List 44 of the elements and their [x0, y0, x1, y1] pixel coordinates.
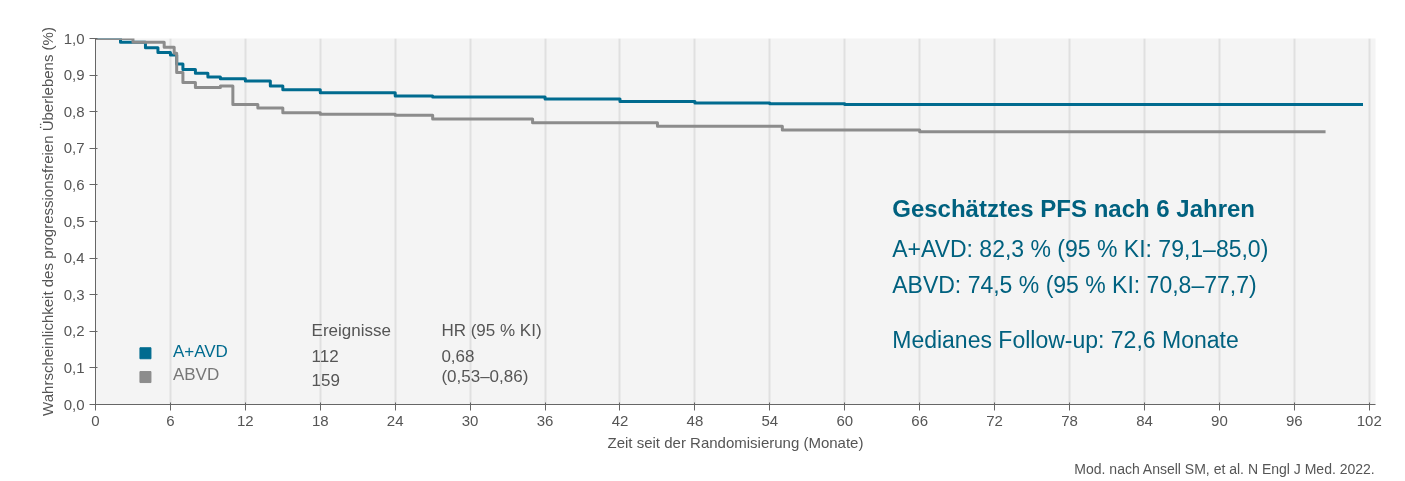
y-tick-label: 0,9 — [63, 66, 85, 84]
x-tick-label: 72 — [986, 411, 1003, 429]
annotation: ABVD: 74,5 % (95 % KI: 70,8–77,7) — [892, 272, 1257, 299]
legend-label: ABVD — [172, 365, 220, 385]
x-tick-label: 102 — [1356, 411, 1382, 429]
x-tick-label: 66 — [911, 411, 929, 429]
x-tick-label: 18 — [311, 411, 329, 429]
x-tick-label: 78 — [1061, 411, 1078, 429]
annotation: (0,53–0,86) — [441, 367, 529, 387]
x-tick-label: 48 — [686, 411, 704, 429]
x-tick-label: 30 — [461, 411, 479, 429]
x-tick-label: 90 — [1211, 411, 1228, 429]
y-tick-label: 0,5 — [63, 212, 85, 230]
annotation: A+AVD: 82,3 % (95 % KI: 79,1–85,0) — [892, 235, 1269, 262]
y-tick-label: 0,3 — [63, 285, 85, 303]
x-tick-label: 12 — [237, 411, 254, 429]
x-tick-label: 24 — [386, 411, 404, 429]
y-tick-label: 0,4 — [63, 249, 85, 267]
y-tick-label: 0,8 — [63, 102, 85, 120]
y-axis-title: Wahrscheinlichkeit des progressionsfreien Überlebens (%) — [38, 27, 56, 416]
x-tick-label: 6 — [166, 411, 175, 429]
y-tick-label: 0,7 — [63, 139, 85, 157]
y-tick-label: 0,6 — [63, 175, 85, 193]
annotation: Geschätztes PFS nach 6 Jahren — [892, 194, 1256, 222]
y-tick-label: 0,2 — [63, 322, 85, 340]
annotation: HR (95 % KI) — [441, 321, 542, 341]
y-tick-label: 0,1 — [63, 358, 85, 376]
annotation: Medianes Follow-up: 72,6 Monate — [892, 327, 1239, 354]
annotation: 159 — [311, 371, 340, 391]
annotation: 0,68 — [441, 347, 475, 367]
x-tick-label: 0 — [91, 411, 100, 429]
legend-label: A+AVD — [172, 341, 228, 361]
text: Mod. nach Ansell SM, et al. N Engl J Med. 2022. — [1074, 460, 1375, 477]
x-tick-label: 96 — [1285, 411, 1303, 429]
annotation: Ereignisse — [311, 321, 391, 341]
x-axis-title: Zeit seit der Randomisierung (Monate) — [607, 433, 864, 451]
x-tick-label: 84 — [1136, 411, 1153, 429]
x-tick-label: 60 — [836, 411, 854, 429]
y-tick-label: 0,0 — [63, 395, 85, 413]
y-tick-label: 1,0 — [63, 29, 85, 47]
x-tick-label: 42 — [611, 411, 629, 429]
x-tick-label: 36 — [536, 411, 554, 429]
annotation: 112 — [311, 347, 339, 367]
x-tick-label: 54 — [761, 411, 779, 429]
